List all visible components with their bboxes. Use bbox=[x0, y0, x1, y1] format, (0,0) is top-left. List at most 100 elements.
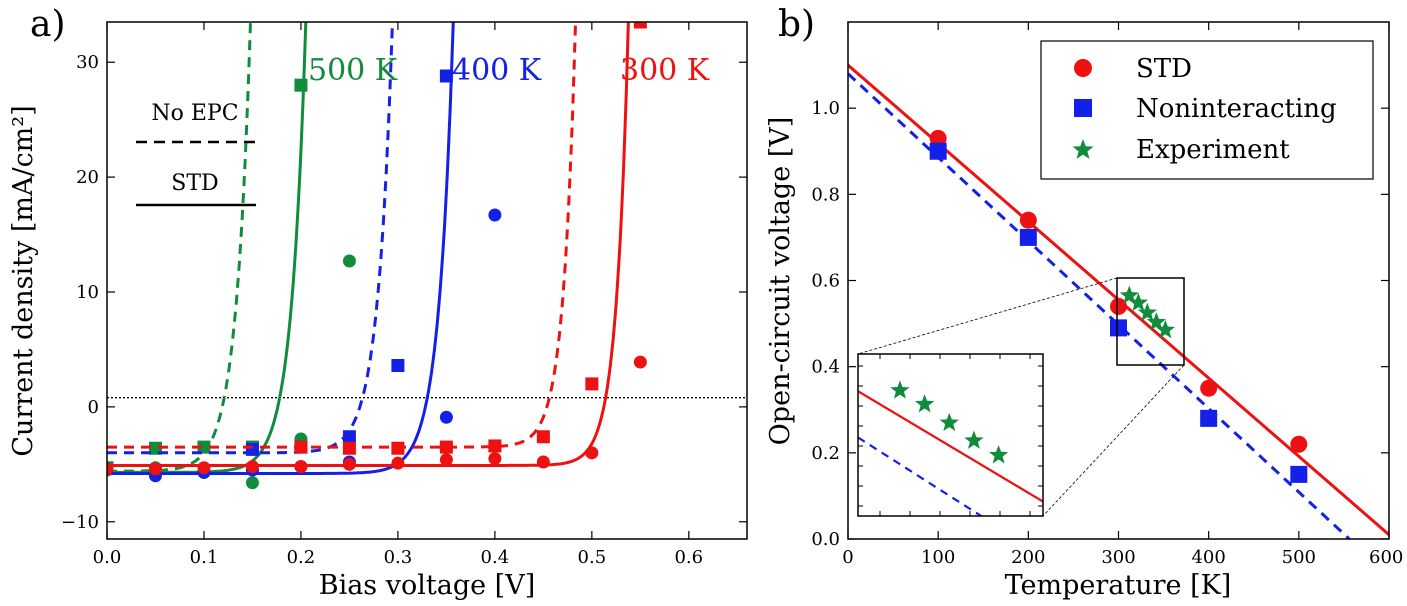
label-300k: 300 K bbox=[620, 53, 710, 88]
b-ytick-label: 0.0 bbox=[811, 529, 840, 550]
500k-std-point bbox=[342, 254, 356, 268]
legend-experiment: Experiment bbox=[1136, 135, 1290, 165]
zoom-box bbox=[1116, 277, 1185, 366]
legend-box bbox=[1040, 40, 1374, 180]
300k-noepc-point bbox=[342, 441, 356, 455]
noninteracting-fit-line bbox=[848, 72, 1351, 539]
300k-std-point bbox=[391, 456, 405, 470]
500k-noepc-curve bbox=[107, 22, 252, 473]
300k-noepc-point bbox=[633, 22, 647, 29]
300k-std-point bbox=[107, 462, 114, 476]
300k-std-point bbox=[245, 460, 259, 474]
b-x-axis-label: Temperature [K] bbox=[1005, 570, 1232, 601]
300k-std-point bbox=[342, 457, 356, 471]
500k-noepc-point bbox=[197, 440, 211, 454]
inset-experiment-point bbox=[914, 394, 935, 413]
b-ticks: 0 100 200 300 400 500 600 0.0 0.2 0.4 0.6 0.8 1.0 bbox=[811, 22, 1403, 568]
b-xtick-label: 400 bbox=[1191, 547, 1225, 568]
a-xtick-label: 0.1 bbox=[190, 547, 219, 568]
b-xtick-label: 0 bbox=[842, 547, 853, 568]
legend-marker-std bbox=[1074, 59, 1092, 77]
b-xtick-label: 300 bbox=[1101, 547, 1135, 568]
b-y-axis-label: Open-circuit voltage [V] bbox=[765, 117, 796, 446]
b-xtick-label: 100 bbox=[921, 547, 955, 568]
experiment-point bbox=[1119, 285, 1139, 304]
300k-std-point bbox=[294, 460, 308, 474]
b-y-axis-label-text: Open-circuit voltage [V] bbox=[765, 117, 796, 446]
noninteracting-point bbox=[929, 142, 947, 160]
a-y-axis-label-text: Current density [mA/cm²] bbox=[8, 105, 39, 456]
experiment-point bbox=[1155, 319, 1176, 339]
b-plot-area bbox=[848, 63, 1389, 539]
400k-noepc-point bbox=[245, 442, 259, 456]
noninteracting-point bbox=[1019, 228, 1037, 246]
a-ytick-label: 30 bbox=[76, 52, 99, 73]
a-xtick-label: 0.2 bbox=[287, 547, 316, 568]
400k-noepc-point bbox=[391, 359, 405, 373]
a-xtick-label: 0.4 bbox=[481, 547, 510, 568]
500k-std-curve bbox=[107, 22, 308, 474]
a-ticks: 0.0 0.1 0.2 0.3 0.4 0.5 0.6 −10 0 10 20 30 bbox=[61, 22, 747, 568]
inset-plot-area bbox=[858, 380, 1043, 516]
b-ytick-label: 0.2 bbox=[811, 443, 840, 464]
300k-std-point bbox=[585, 446, 599, 460]
b-ytick-label: 1.0 bbox=[811, 98, 840, 119]
zoom-connector-top bbox=[857, 277, 1118, 355]
a-y-axis-label: Current density [mA/cm²] bbox=[8, 105, 39, 456]
b-xtick-label: 500 bbox=[1282, 547, 1316, 568]
b-ytick-label: 0.4 bbox=[811, 357, 840, 378]
panel-a: a) 0.0 0.1 0.2 0.3 0.4 0.5 0.6 −10 0 10 20 30 No EP… bbox=[8, 4, 748, 601]
300k-std-point bbox=[488, 452, 502, 466]
a-xtick-label: 0.6 bbox=[674, 547, 703, 568]
300k-std-point bbox=[536, 455, 550, 469]
300k-std-point bbox=[148, 462, 162, 476]
a-x-axis-label: Bias voltage [V] bbox=[319, 570, 536, 601]
legend-noninteracting: Noninteracting bbox=[1136, 94, 1337, 124]
a-xtick-label: 0.3 bbox=[384, 547, 413, 568]
legend-marker-noninteracting bbox=[1074, 99, 1092, 117]
a-ytick-label: 20 bbox=[76, 167, 99, 188]
300k-std-point bbox=[633, 355, 647, 369]
panel-label-b: b) bbox=[778, 4, 815, 45]
experiment-point bbox=[1146, 312, 1166, 331]
a-ytick-label: 10 bbox=[76, 282, 99, 303]
a-ytick-label: 0 bbox=[88, 397, 99, 418]
noninteracting-point bbox=[1110, 319, 1127, 337]
inset-frame bbox=[857, 353, 1044, 517]
400k-std-curve bbox=[107, 22, 455, 475]
inset-experiment-point bbox=[890, 380, 910, 399]
500k-noepc-point bbox=[294, 78, 308, 92]
label-500k: 500 K bbox=[308, 53, 398, 88]
b-ytick-label: 0.8 bbox=[811, 184, 840, 205]
400k-noepc-point bbox=[439, 69, 453, 83]
legend-std: STD bbox=[1136, 54, 1192, 84]
300k-noepc-point bbox=[536, 430, 550, 444]
std-point bbox=[929, 129, 947, 147]
inset-experiment-point bbox=[939, 412, 959, 432]
b-xtick-label: 200 bbox=[1011, 547, 1045, 568]
panel-label-a: a) bbox=[30, 4, 66, 45]
label-400k: 400 K bbox=[452, 53, 542, 88]
std-point bbox=[1019, 211, 1037, 229]
noninteracting-point bbox=[1290, 465, 1308, 483]
300k-std-point bbox=[197, 461, 211, 475]
a-plot-area bbox=[107, 22, 647, 490]
std-point bbox=[1110, 297, 1127, 315]
legend: STD Noninteracting Experiment bbox=[1040, 40, 1374, 180]
b-xtick-label: 600 bbox=[1369, 547, 1403, 568]
400k-std-point bbox=[439, 410, 453, 424]
std-point bbox=[1290, 435, 1308, 453]
inset-experiment-point bbox=[964, 430, 984, 449]
300k-noepc-point bbox=[439, 440, 453, 454]
300k-noepc-point bbox=[488, 439, 502, 453]
400k-std-point bbox=[488, 208, 502, 222]
a-xtick-label: 0.0 bbox=[93, 547, 122, 568]
a-axes-frame bbox=[106, 21, 748, 540]
inset-experiment-point bbox=[988, 445, 1009, 464]
300k-noepc-point bbox=[391, 441, 405, 455]
b-ytick-label: 0.6 bbox=[811, 271, 840, 292]
300k-std-point bbox=[439, 453, 453, 467]
400k-noepc-point bbox=[342, 430, 356, 444]
noninteracting-point bbox=[1200, 409, 1218, 427]
